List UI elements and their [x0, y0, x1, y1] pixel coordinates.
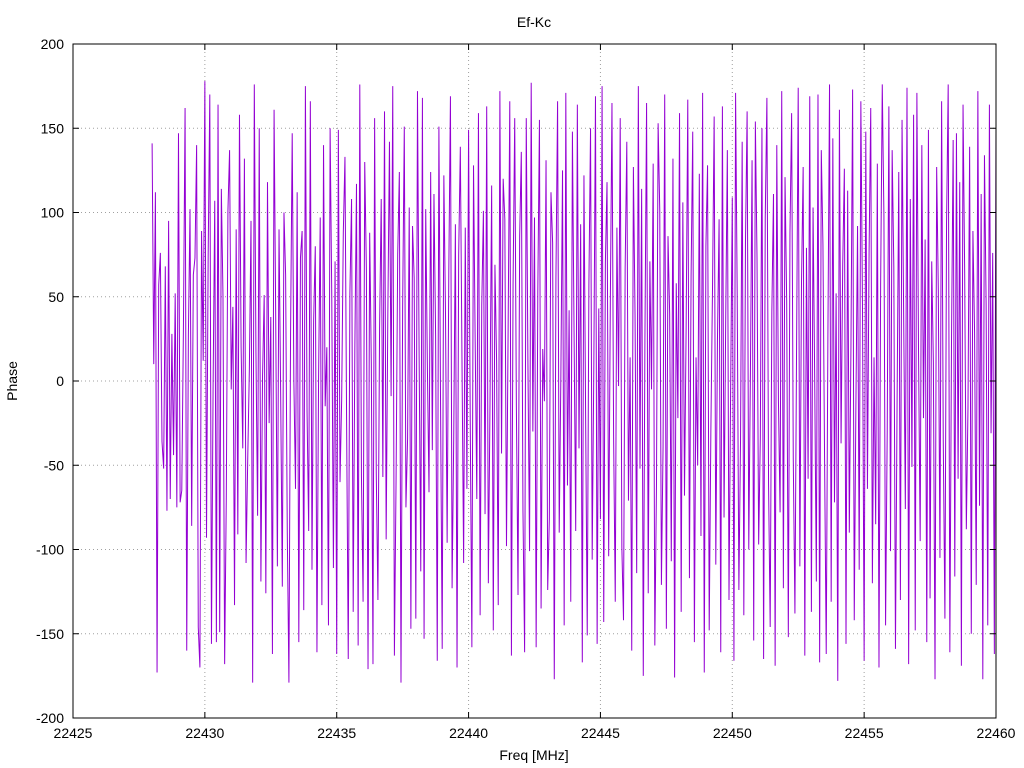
series-layer — [151, 81, 997, 683]
y-tick-label: 100 — [41, 205, 65, 221]
axis-ticks — [72, 43, 997, 719]
y-tick-label: 0 — [56, 373, 64, 389]
y-axis-title: Phase — [4, 361, 20, 401]
y-tick-label: -100 — [36, 542, 64, 558]
x-tick-label: 22425 — [54, 725, 93, 741]
x-tick-label: 22435 — [317, 725, 356, 741]
x-tick-label: 22430 — [185, 725, 224, 741]
series-line — [151, 81, 997, 683]
x-tick-label: 22450 — [713, 725, 752, 741]
x-tick-label: 22440 — [449, 725, 488, 741]
axis-labels: 22425 22430 22435 22440 22445 22450 22455 22460… — [36, 36, 1016, 741]
x-tick-label: 22460 — [977, 725, 1016, 741]
chart-title: Ef-Kc — [517, 14, 551, 30]
y-tick-label: -200 — [36, 710, 64, 726]
y-tick-label: 200 — [41, 36, 65, 52]
x-tick-label: 22455 — [845, 725, 884, 741]
y-tick-label: 50 — [48, 289, 64, 305]
x-axis-title: Freq [MHz] — [499, 747, 568, 763]
x-tick-label: 22445 — [581, 725, 620, 741]
grid — [73, 44, 996, 718]
y-tick-label: -150 — [36, 626, 64, 642]
y-tick-label: 150 — [41, 120, 65, 136]
y-tick-label: -50 — [44, 457, 64, 473]
